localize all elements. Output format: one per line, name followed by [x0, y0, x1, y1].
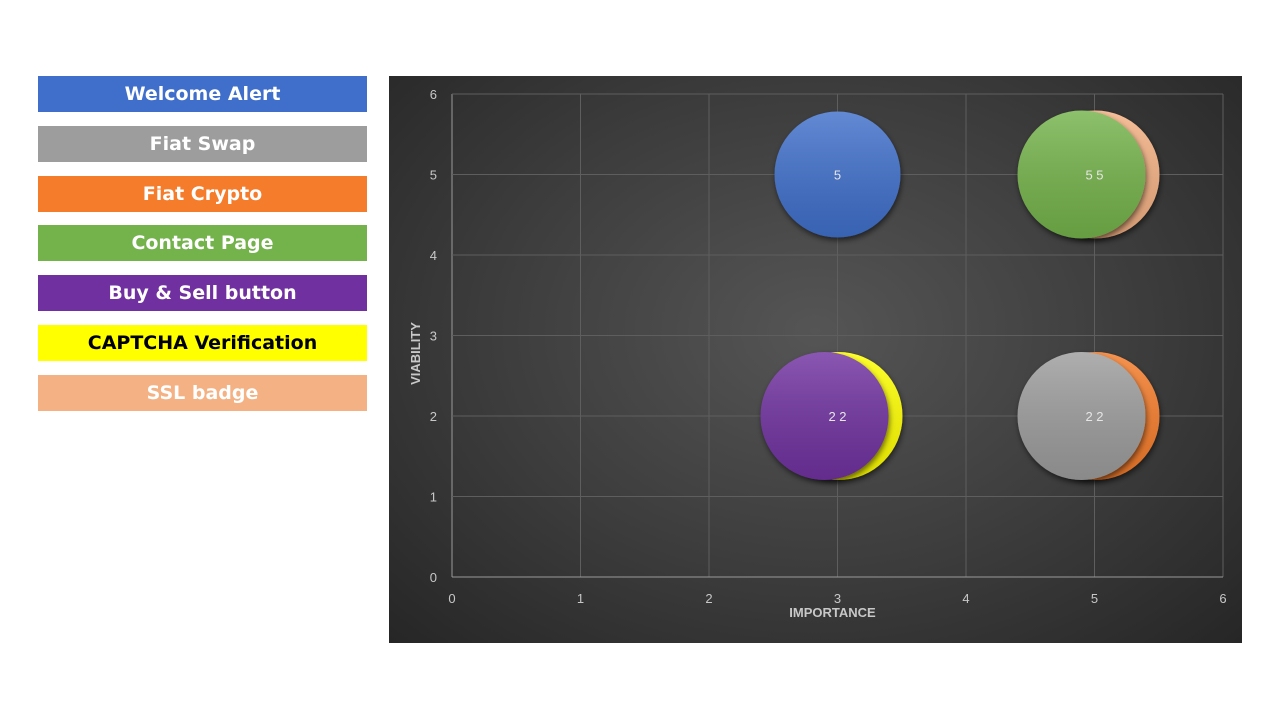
x-tick-label: 5	[1091, 591, 1098, 606]
x-tick-label: 6	[1219, 591, 1226, 606]
legend-label: Buy & Sell button	[108, 282, 297, 305]
bubble-data-label: 2 2	[1085, 409, 1103, 424]
x-axis-title: IMPORTANCE	[789, 605, 876, 620]
legend-item-welcome-alert: Welcome Alert	[38, 76, 367, 112]
legend-label: CAPTCHA Verification	[87, 331, 318, 354]
bubble-chart: 0 1 2 3 4 5 6 0 1 2 3 4 5 6 5 5 5 2 2 2 2 IMPORTANCE VIA…	[408, 87, 1227, 620]
legend-item-buy-sell-button: Buy & Sell button	[38, 275, 367, 312]
legend-label: Fiat Swap	[149, 132, 256, 155]
legend-item-captcha-verification: CAPTCHA Verification	[38, 324, 367, 361]
y-tick-label: 3	[430, 329, 437, 344]
y-tick-label: 0	[430, 570, 437, 585]
legend-item-fiat-crypto: Fiat Crypto	[38, 175, 367, 212]
bubble-data-label: 2 2	[828, 409, 846, 424]
chart-area: 0 1 2 3 4 5 6 0 1 2 3 4 5 6 5 5 5 2 2 2 2 IMPORTANCE VIA…	[389, 76, 1242, 643]
bubble-sheen-buy-sell-button	[760, 352, 889, 480]
legend-item-ssl-badge: SSL badge	[38, 374, 367, 411]
legend: Welcome Alert Fiat Swap Fiat Crypto Cont…	[38, 76, 367, 425]
bubble-data-label: 5 5	[1085, 168, 1103, 183]
bubble-sheen-fiat-swap	[1017, 352, 1146, 480]
bubble-sheen-contact-page	[1017, 110, 1146, 239]
legend-item-contact-page: Contact Page	[38, 225, 367, 262]
x-tick-label: 1	[577, 591, 584, 606]
legend-label: SSL badge	[146, 381, 259, 404]
y-tick-label: 5	[430, 168, 437, 183]
y-tick-label: 4	[430, 248, 437, 263]
legend-label: Contact Page	[131, 232, 274, 255]
y-tick-label: 2	[430, 409, 437, 424]
y-tick-label: 6	[430, 87, 437, 102]
legend-label: Welcome Alert	[124, 83, 281, 105]
bubble-data-label: 5	[834, 168, 841, 183]
legend-item-fiat-swap: Fiat Swap	[38, 125, 367, 162]
y-axis-title: VIABILITY	[408, 322, 423, 385]
x-tick-label: 0	[448, 591, 455, 606]
y-tick-label: 1	[430, 490, 437, 505]
x-tick-label: 2	[705, 591, 712, 606]
bubble-sheen-welcome-alert	[774, 111, 901, 238]
legend-label: Fiat Crypto	[142, 182, 263, 205]
x-tick-label: 3	[834, 591, 841, 606]
x-tick-label: 4	[962, 591, 969, 606]
